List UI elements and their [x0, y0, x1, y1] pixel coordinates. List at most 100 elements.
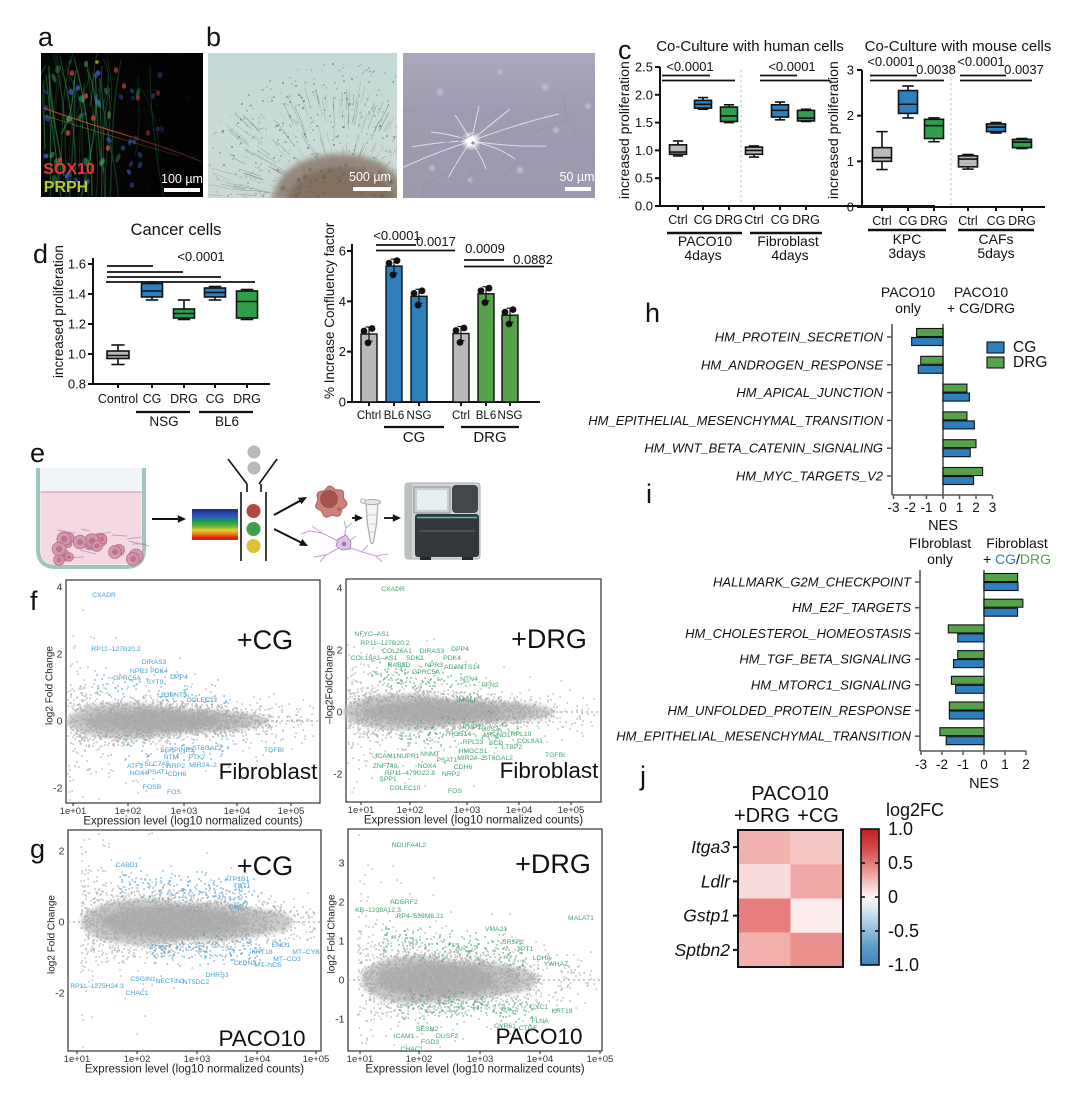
svg-text:HM_WNT_BETA_CATENIN_SIGNALING: HM_WNT_BETA_CATENIN_SIGNALING [644, 441, 883, 456]
svg-text:COL8A1: COL8A1 [517, 738, 543, 745]
svg-text:ST6GAL2: ST6GAL2 [483, 755, 513, 762]
svg-text:RP11–127B20.2: RP11–127B20.2 [91, 646, 141, 653]
svg-text:0: 0 [888, 887, 898, 907]
svg-text:2: 2 [339, 344, 346, 359]
svg-text:COLEC12: COLEC12 [187, 697, 218, 704]
svg-text:HALLMARK_G2M_CHECKPOINT: HALLMARK_G2M_CHECKPOINT [713, 575, 912, 590]
svg-text:1e+05: 1e+05 [558, 805, 585, 816]
svg-text:b: b [206, 22, 221, 52]
svg-text:CHAC1: CHAC1 [125, 990, 148, 997]
svg-text:Fibroblast: Fibroblast [986, 535, 1048, 551]
svg-text:1.0: 1.0 [635, 143, 653, 158]
svg-text:0: 0 [59, 917, 65, 929]
svg-text:4days: 4days [771, 247, 808, 263]
svg-text:ICAM1: ICAM1 [376, 753, 397, 760]
svg-text:FGD3: FGD3 [421, 1039, 439, 1046]
svg-text:Ctrl: Ctrl [744, 213, 763, 227]
svg-text:50 µm: 50 µm [560, 170, 595, 184]
svg-text:CDH6: CDH6 [454, 764, 473, 771]
svg-text:CYR61: CYR61 [494, 1023, 516, 1030]
svg-text:<0.0001: <0.0001 [666, 59, 713, 74]
svg-text:500 µm: 500 µm [349, 170, 391, 184]
svg-text:4: 4 [57, 582, 63, 594]
svg-text:<0.0001: <0.0001 [867, 54, 914, 69]
svg-text:1e+02: 1e+02 [124, 1054, 151, 1065]
svg-text:SERPINE1: SERPINE1 [160, 747, 194, 754]
svg-text:1e+01: 1e+01 [60, 806, 87, 817]
svg-text:6: 6 [339, 244, 346, 259]
svg-text:0.5: 0.5 [635, 171, 653, 186]
svg-text:FLNA: FLNA [531, 1018, 549, 1025]
svg-text:FOSB: FOSB [143, 784, 162, 791]
svg-text:1e+03: 1e+03 [454, 805, 481, 816]
svg-text:DUSF2: DUSF2 [436, 1033, 459, 1040]
svg-text:NDUFA4L2: NDUFA4L2 [392, 842, 427, 849]
svg-text:0: 0 [57, 716, 63, 728]
svg-text:Expression level (log10 normal: Expression level (log10 normalized count… [364, 815, 583, 827]
svg-text:1e+02: 1e+02 [397, 805, 424, 816]
svg-text:ST6GAL2: ST6GAL2 [192, 745, 222, 752]
svg-text:NRP2: NRP2 [167, 763, 185, 770]
svg-text:3: 3 [339, 858, 345, 870]
svg-text:PACO10: PACO10 [954, 284, 1008, 300]
svg-text:increased proliferation: increased proliferation [51, 245, 66, 378]
svg-text:log2 Fold Change: log2 Fold Change [47, 895, 58, 974]
svg-text:-2: -2 [904, 500, 916, 515]
svg-text:G0S2: G0S2 [481, 726, 499, 733]
svg-text:Sptbn2: Sptbn2 [675, 940, 731, 960]
svg-text:NOX4: NOX4 [130, 770, 149, 777]
svg-text:ADAMTS14: ADAMTS14 [444, 664, 480, 671]
svg-text:NTN4: NTN4 [460, 676, 478, 683]
svg-text:2: 2 [847, 108, 854, 123]
svg-text:FOS: FOS [448, 788, 462, 795]
svg-text:<0.0001: <0.0001 [177, 249, 224, 264]
svg-text:PRPH: PRPH [44, 179, 88, 196]
svg-text:+ CG/DRG: + CG/DRG [947, 300, 1015, 316]
svg-text:1e+04: 1e+04 [244, 1054, 271, 1065]
svg-text:Gstp1: Gstp1 [683, 906, 730, 926]
svg-text:HMGCS1: HMGCS1 [458, 748, 487, 755]
svg-text:TPT1: TPT1 [234, 883, 251, 890]
svg-text:PFN2: PFN2 [481, 682, 499, 689]
svg-text:MIR24–2: MIR24–2 [189, 762, 217, 769]
svg-text:HM_CHOLESTEROL_HOMEOSTASIS: HM_CHOLESTEROL_HOMEOSTASIS [685, 626, 911, 641]
svg-text:only: only [927, 551, 953, 567]
svg-text:Itga3: Itga3 [691, 837, 730, 857]
svg-text:h: h [645, 298, 660, 328]
svg-text:0.0037: 0.0037 [1004, 62, 1044, 77]
svg-text:DIRAS3: DIRAS3 [420, 648, 445, 655]
svg-text:Control: Control [98, 392, 138, 406]
svg-text:CXADR: CXADR [381, 586, 405, 593]
svg-text:increased proliferation: increased proliferation [825, 61, 841, 199]
svg-text:Ctrl: Ctrl [958, 214, 977, 228]
svg-text:HM_EPITHELIAL_MESENCHYMAL_TRAN: HM_EPITHELIAL_MESENCHYMAL_TRANSITION [616, 729, 911, 744]
svg-text:1e+04: 1e+04 [527, 1054, 554, 1065]
svg-text:RP11–1275H24.3: RP11–1275H24.3 [70, 983, 124, 990]
svg-text:f: f [30, 586, 38, 616]
svg-text:CABD1: CABD1 [116, 862, 139, 869]
svg-text:1e+02: 1e+02 [406, 1054, 433, 1065]
svg-text:Ctrl: Ctrl [872, 214, 891, 228]
svg-text:PACO10: PACO10 [881, 284, 935, 300]
svg-text:1e+01: 1e+01 [64, 1054, 91, 1065]
svg-text:Fibroblast: Fibroblast [757, 233, 819, 249]
svg-text:CG: CG [771, 213, 790, 227]
svg-text:1e+04: 1e+04 [224, 806, 251, 817]
svg-text:HM_MYC_TARGETS_V2: HM_MYC_TARGETS_V2 [736, 469, 884, 484]
svg-text:CG: CG [899, 214, 918, 228]
svg-text:DPP4: DPP4 [170, 674, 188, 681]
svg-text:+DRG: +DRG [734, 805, 790, 827]
svg-text:NFYC–AS1: NFYC–AS1 [354, 631, 389, 638]
svg-text:HM_UNFOLDED_PROTEIN_RESPONSE: HM_UNFOLDED_PROTEIN_RESPONSE [668, 703, 912, 718]
svg-text:<0.0001: <0.0001 [373, 228, 420, 243]
svg-text:NSG: NSG [498, 410, 523, 422]
svg-text:a: a [38, 22, 54, 52]
svg-text:TPT1: TPT1 [517, 946, 534, 953]
svg-text:COL26A1: COL26A1 [382, 648, 412, 655]
svg-text:SPP1: SPP1 [379, 776, 397, 783]
svg-text:GPRC5A: GPRC5A [412, 669, 440, 676]
svg-text:COLEC10: COLEC10 [390, 785, 421, 792]
svg-text:1e+03: 1e+03 [184, 1054, 211, 1065]
svg-text:Ctrl: Ctrl [452, 410, 470, 422]
svg-text:1.5: 1.5 [635, 115, 653, 130]
